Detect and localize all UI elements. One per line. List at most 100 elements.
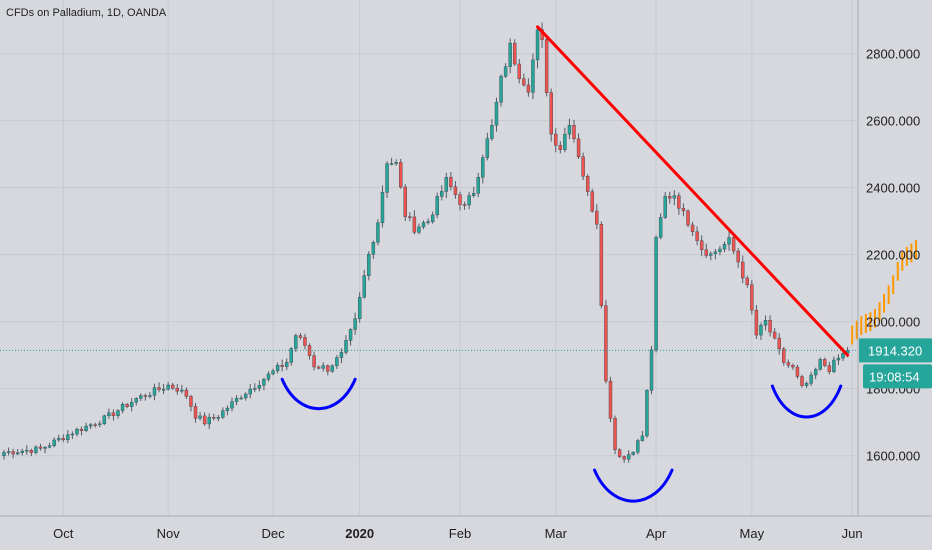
candle-body-up — [120, 403, 125, 411]
candle — [581, 152, 585, 181]
candle-body-up — [713, 251, 718, 254]
last-price-badge: 1914.320 — [859, 338, 932, 363]
candle — [508, 38, 512, 74]
candle-body-up — [166, 384, 170, 390]
candle-body-down — [202, 415, 207, 425]
candle-body-down — [704, 249, 708, 256]
candle — [750, 279, 754, 315]
candle — [189, 394, 193, 412]
candle — [202, 412, 207, 426]
candle-body-up — [25, 450, 29, 452]
candle — [129, 398, 134, 412]
candle — [695, 226, 699, 246]
candle-body-up — [107, 412, 111, 417]
price-tick-label: 1600.000 — [866, 449, 920, 464]
candle-body-up — [440, 191, 444, 197]
candle-body-up — [563, 133, 567, 150]
candle — [312, 351, 316, 371]
arc-drawing[interactable] — [770, 384, 843, 419]
trendline[interactable] — [536, 25, 850, 357]
candles — [2, 22, 850, 464]
candle-body-up — [535, 29, 540, 61]
candle — [595, 204, 599, 230]
candle-body-up — [257, 385, 262, 389]
candle — [230, 397, 234, 412]
candle — [563, 127, 567, 153]
candle-body-down — [608, 380, 613, 419]
candle-body-down — [581, 156, 585, 177]
candle-body-up — [75, 428, 79, 435]
candle-body-up — [275, 364, 280, 372]
candle-body-up — [289, 348, 293, 363]
candle — [2, 449, 6, 460]
time-axis[interactable]: Oct Nov Dec 2020 Feb Mar Apr May Jun — [53, 526, 862, 541]
candle-body-down — [731, 237, 736, 252]
time-tick-label: Apr — [646, 526, 667, 541]
candle-body-up — [148, 395, 152, 397]
candle — [654, 235, 658, 353]
arc-drawing[interactable] — [280, 377, 357, 411]
candle — [6, 447, 11, 456]
candle — [430, 211, 435, 224]
grid-layer — [0, 0, 858, 516]
candle — [754, 305, 759, 340]
candle-body-down — [558, 145, 563, 150]
candle-body-up — [116, 410, 120, 416]
arc-drawing[interactable] — [593, 468, 674, 503]
candle-body-up — [253, 388, 257, 390]
candle — [813, 367, 818, 380]
candle-body-down — [585, 176, 590, 192]
candle-body-up — [180, 389, 184, 392]
candle-body-up — [221, 410, 225, 418]
candle-body-down — [111, 412, 116, 416]
candle-body-up — [426, 221, 430, 223]
candle-body-up — [207, 417, 211, 425]
price-axis[interactable]: 1600.0001800.0002000.0002200.0002400.000… — [866, 47, 920, 464]
candle-body-up — [47, 445, 52, 448]
candle — [513, 39, 517, 66]
candle-body-up — [841, 353, 845, 359]
candle-body-down — [298, 335, 303, 338]
candle-body-down — [554, 133, 558, 146]
candle — [152, 383, 157, 401]
candle — [93, 422, 97, 428]
candle-body-down — [93, 424, 97, 426]
candle — [517, 59, 521, 84]
candle — [29, 448, 34, 457]
candle-body-up — [385, 163, 389, 193]
candle — [257, 380, 262, 392]
candle-body-up — [321, 365, 325, 369]
candle — [120, 402, 125, 414]
time-tick-label: Feb — [449, 526, 471, 541]
countdown-badge: 19:08:54 — [863, 364, 932, 389]
drawings — [0, 25, 917, 503]
candle-body-up — [531, 59, 535, 93]
candle-body-down — [827, 365, 832, 372]
candle — [599, 221, 604, 309]
candle-body-up — [243, 393, 248, 399]
candle — [212, 413, 216, 421]
candle — [818, 357, 822, 371]
candle-body-down — [184, 389, 189, 397]
candle-body-down — [772, 331, 777, 339]
candle — [321, 362, 325, 372]
candle — [690, 221, 695, 236]
candle — [275, 362, 280, 374]
candle — [786, 359, 791, 369]
candle-body-up — [645, 390, 649, 437]
candle-body-up — [636, 440, 640, 453]
candle-body-up — [262, 379, 266, 386]
candle-body-up — [266, 373, 271, 380]
candle — [285, 358, 289, 371]
time-tick-label: Mar — [545, 526, 568, 541]
candle — [353, 312, 357, 335]
candle — [280, 359, 284, 372]
candle-body-down — [449, 177, 453, 187]
price-tick-label: 2000.000 — [866, 315, 920, 330]
candle-body-up — [809, 374, 813, 384]
candle — [303, 333, 307, 350]
candle-body-up — [663, 196, 667, 218]
candle-body-up — [362, 275, 366, 298]
